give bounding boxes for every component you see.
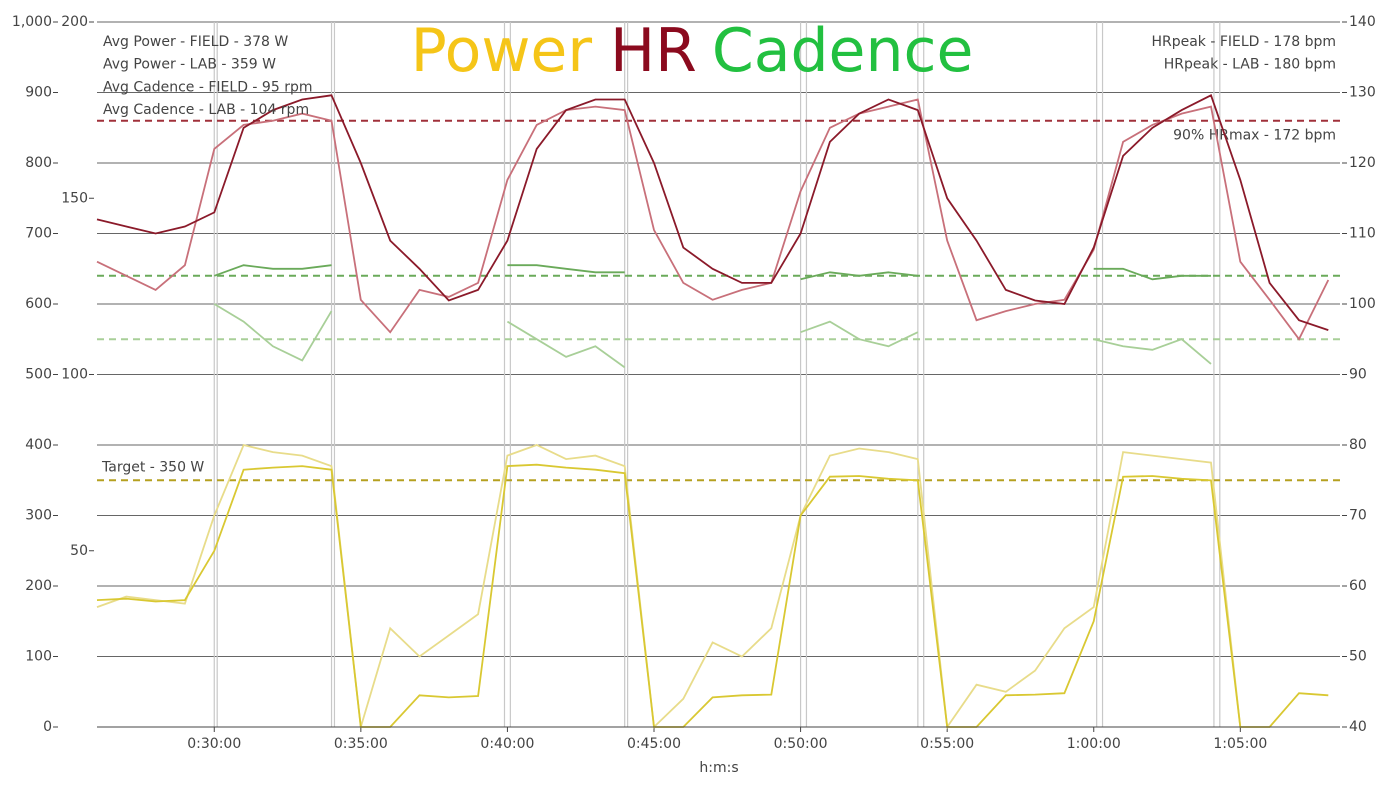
x-tick-label: 0:40:00 [480,736,534,752]
y3-tick-label: 100 [61,367,88,383]
title-part: Power [411,16,593,86]
y-tick-label: 200 [25,578,52,594]
y-tick-label: 400 [25,437,52,453]
series-line [1093,338,1212,365]
title-part: Cadence [712,16,974,86]
y-tick-label: 0 [43,719,52,735]
series-line [96,98,1330,341]
series-line [213,264,332,277]
series-line [96,463,1329,728]
y-tick-label: 900 [25,85,52,101]
legend-entry: HRpeak - LAB - 180 bpm [1164,57,1336,73]
x-tick-label: 1:05:00 [1213,736,1267,752]
y3-tick-label: 50 [70,543,88,559]
y-tick-label: 800 [25,155,52,171]
y2-tick-label: 50 [1349,649,1367,665]
x-tick-label: 1:00:00 [1067,736,1121,752]
y2-tick-label: 70 [1349,508,1367,524]
series-line [506,320,626,369]
legend-entry: Avg Power - FIELD - 378 W [103,34,288,50]
x-tick-label: 0:35:00 [334,736,388,752]
series-line [96,443,1242,730]
legend-entry: Avg Cadence - LAB - 104 rpm [103,102,309,118]
x-axis-label: h:m:s [699,760,738,776]
legend-entry: HRpeak - FIELD - 178 bpm [1151,34,1336,50]
reference-label: 90% HRmax - 172 bpm [1173,128,1336,144]
x-tick-label: 0:30:00 [187,736,241,752]
series-line [1093,267,1211,281]
legend-entry: Avg Power - LAB - 359 W [103,57,276,73]
y2-tick-label: 110 [1349,226,1376,242]
y2-tick-label: 130 [1349,85,1376,101]
series-line [800,271,918,281]
y2-tick-label: 90 [1349,367,1367,383]
y2-tick-label: 60 [1349,578,1367,594]
y2-tick-label: 100 [1349,296,1376,312]
title-part: HR [610,16,695,86]
x-tick-label: 0:50:00 [774,736,828,752]
series-line [96,94,1329,331]
legend-entry: Avg Cadence - FIELD - 95 rpm [103,79,312,95]
y-tick-label: 500 [25,367,52,383]
series-line [800,320,919,348]
y2-tick-label: 120 [1349,155,1376,171]
y-tick-label: 100 [25,649,52,665]
x-tick-label: 0:55:00 [920,736,974,752]
y2-tick-label: 40 [1349,719,1367,735]
y-tick-label: 1,000 [12,14,52,30]
y3-tick-label: 200 [61,14,88,30]
y-tick-label: 700 [25,226,52,242]
y-tick-label: 300 [25,508,52,524]
y3-tick-label: 150 [61,190,88,206]
chart-title: Power HR Cadence [411,16,974,86]
y2-tick-label: 80 [1349,437,1367,453]
reference-label: Target - 350 W [101,459,204,475]
x-tick-label: 0:45:00 [627,736,681,752]
series-line [213,303,333,362]
series-line [507,264,625,274]
y2-tick-label: 140 [1349,14,1376,30]
y-tick-label: 600 [25,296,52,312]
